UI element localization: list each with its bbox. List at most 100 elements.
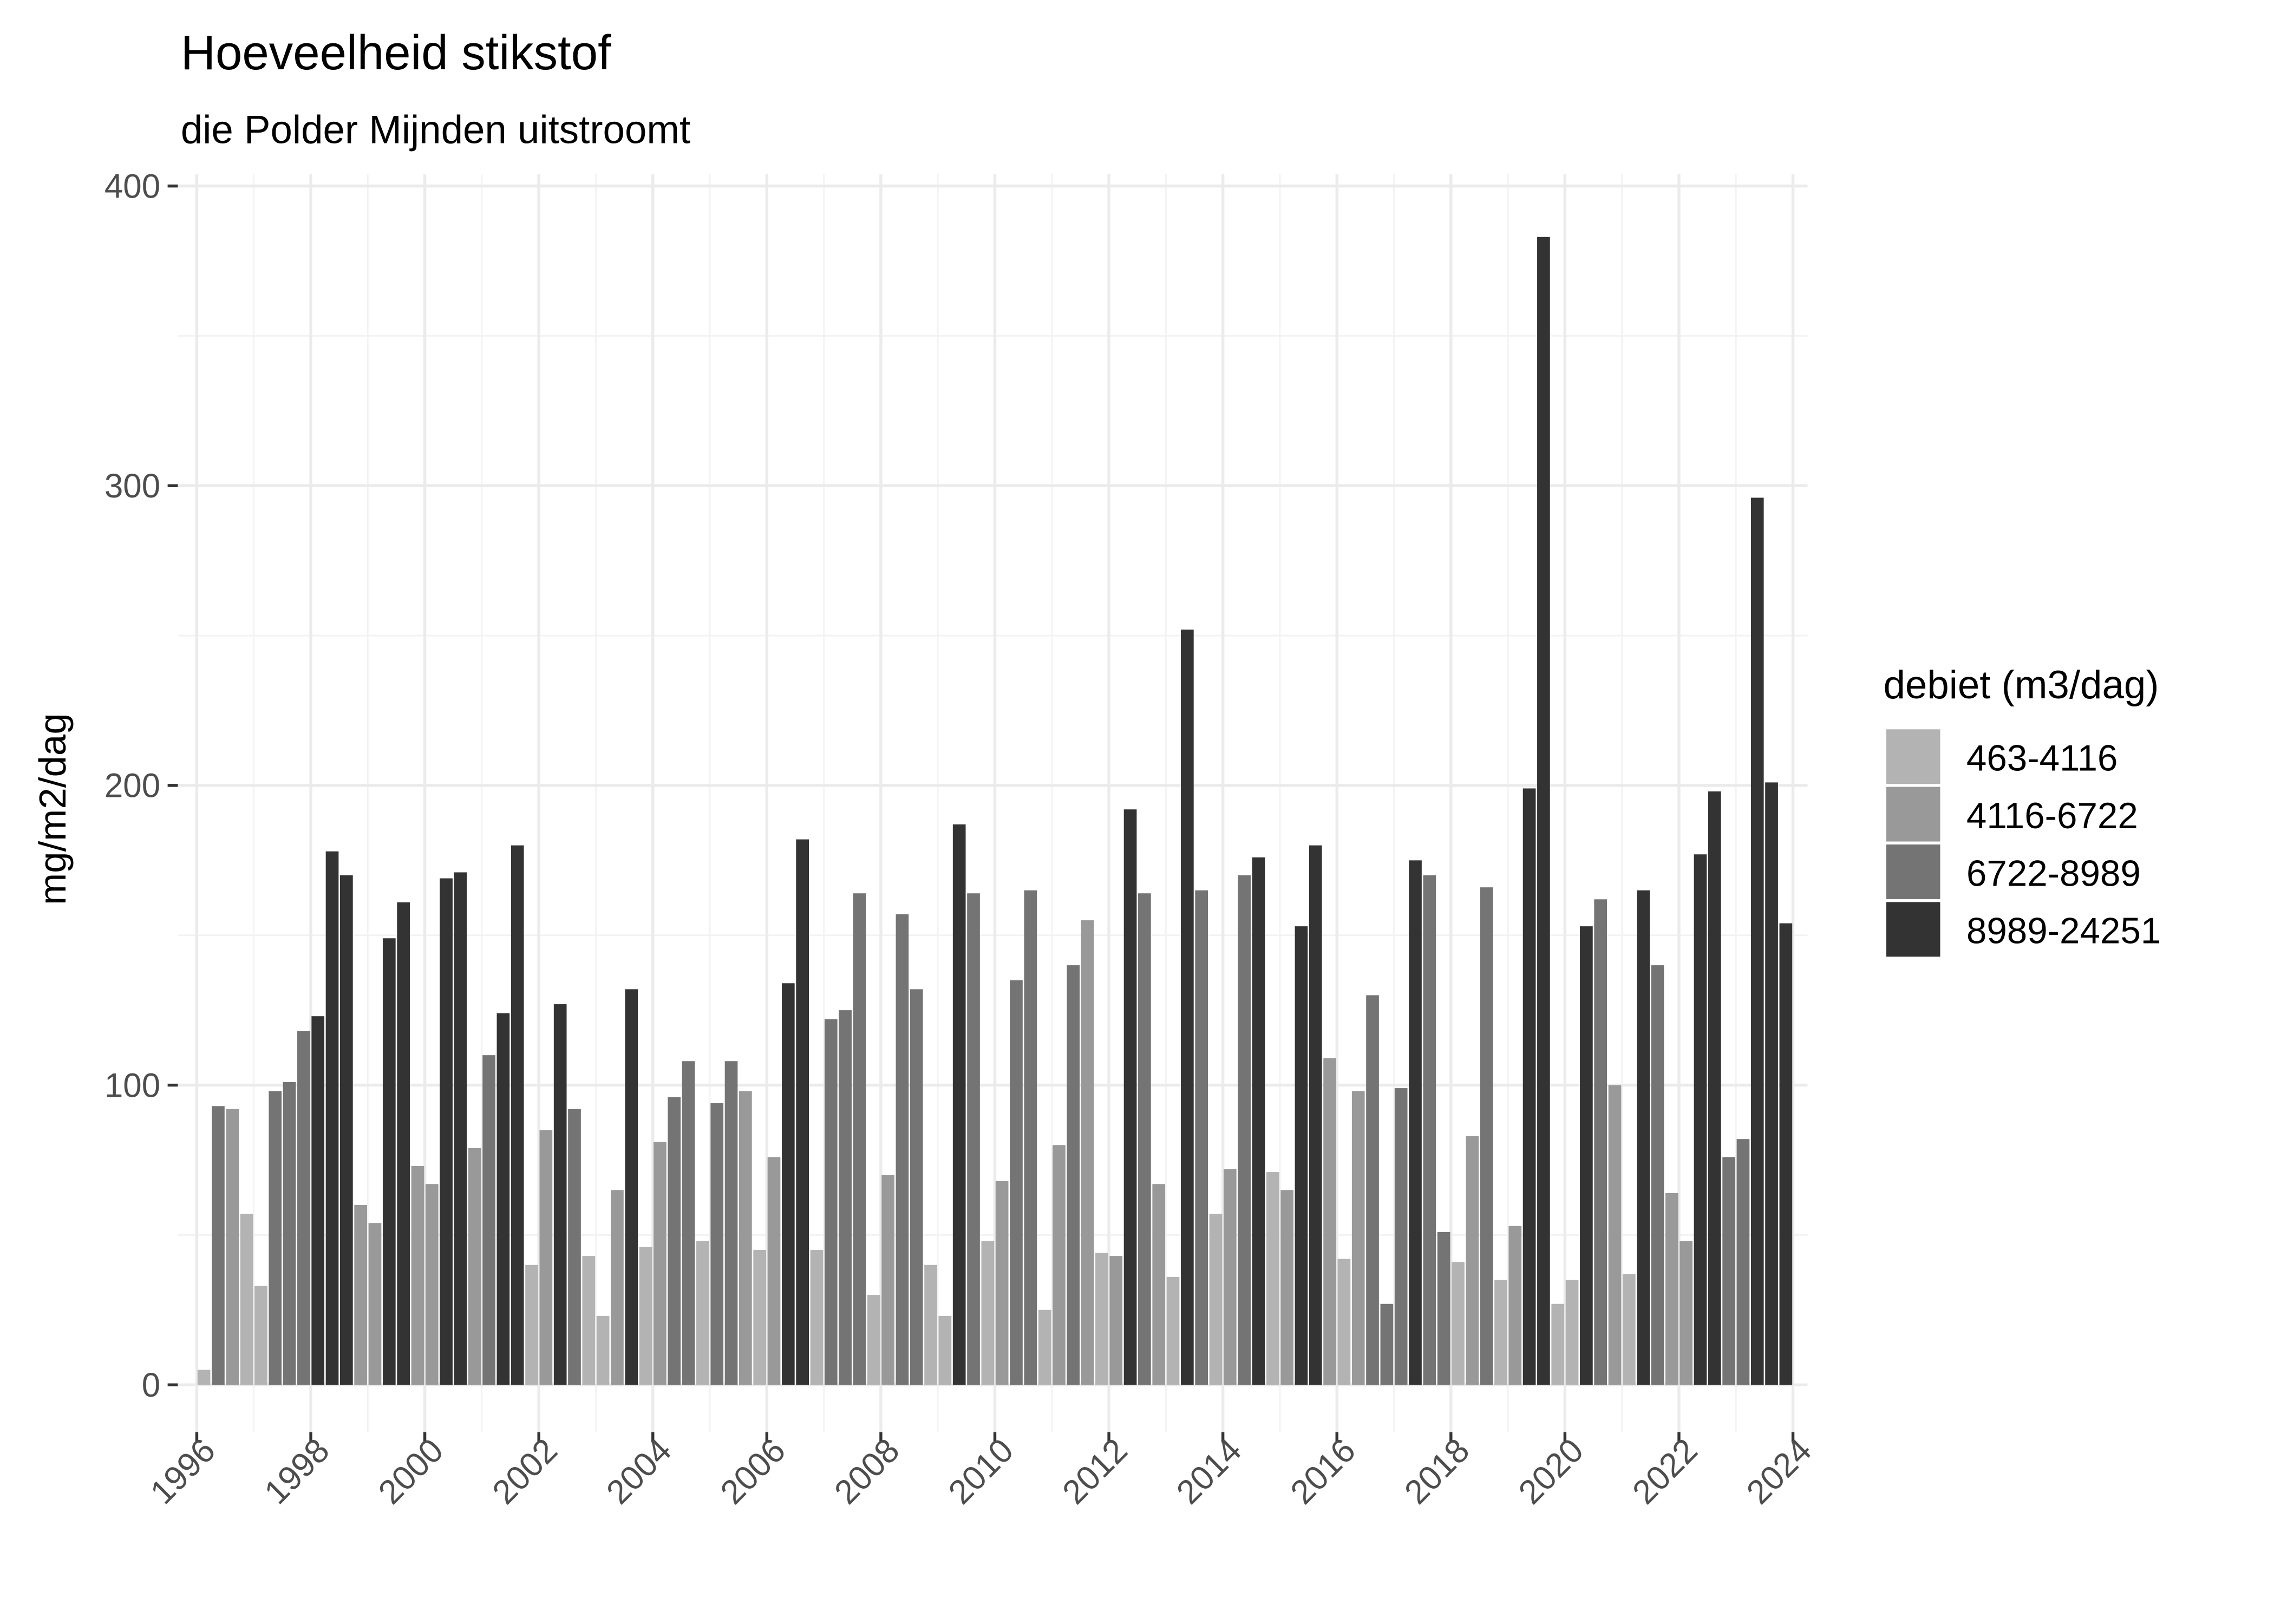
legend-key (1886, 729, 1940, 784)
bar-2001-Q3: 2001-Q3: 180 (511, 845, 524, 1385)
bar-2022-Q2: 2022-Q2: 177 (1694, 854, 1707, 1385)
bar-2021-Q2: 2021-Q2: 165 (1637, 890, 1650, 1385)
bar-2002-Q1: 2002-Q1: 85 (539, 1130, 553, 1385)
legend-label: 8989-24251 (1966, 911, 2161, 951)
bar-2023-Q4: 2023-Q4: 154 (1779, 923, 1793, 1385)
bar-2005-Q2: 2005-Q2: 108 (724, 1061, 738, 1385)
bar-2023-Q2: 2023-Q2: 296 (1750, 497, 1764, 1385)
bar-2018-Q3: 2018-Q3: 166 (1480, 887, 1493, 1385)
bar-2007-Q1: 2007-Q1: 122 (824, 1019, 838, 1385)
y-axis-label: mg/m2/dag (31, 713, 74, 905)
bar-2014-Q4: 2014-Q4: 71 (1266, 1172, 1279, 1385)
bar-2004-Q3: 2004-Q3: 108 (682, 1061, 695, 1385)
bar-2006-Q2: 2006-Q2: 134 (781, 983, 795, 1385)
bar-2018-Q1: 2018-Q1: 41 (1452, 1262, 1465, 1385)
bar-2005-Q1: 2005-Q1: 94 (710, 1103, 724, 1385)
bar-2017-Q3: 2017-Q3: 170 (1423, 875, 1436, 1385)
bar-1998-Q4: 1998-Q4: 60 (354, 1205, 368, 1385)
y-tick-label: 200 (104, 767, 160, 804)
bar-2006-Q1: 2006-Q1: 76 (767, 1157, 781, 1385)
bar-2001-Q1: 2001-Q1: 110 (482, 1055, 495, 1385)
bar-2016-Q3: 2016-Q3: 130 (1366, 995, 1379, 1385)
bar-1996-Q4: 1996-Q4: 57 (240, 1214, 253, 1385)
bar-2010-Q1: 2010-Q1: 68 (995, 1181, 1009, 1385)
bar-1996-Q2: 1996-Q2: 93 (212, 1106, 225, 1385)
bar-2017-Q1: 2017-Q1: 99 (1394, 1088, 1408, 1385)
bar-2021-Q3: 2021-Q3: 140 (1651, 965, 1664, 1385)
legend-key (1886, 787, 1940, 842)
bar-1997-Q3: 1997-Q3: 101 (283, 1082, 296, 1385)
bar-1996-Q3: 1996-Q3: 92 (226, 1109, 239, 1385)
bar-2023-Q3: 2023-Q3: 201 (1765, 782, 1778, 1385)
legend-label: 4116-6722 (1966, 796, 2138, 836)
bar-2018-Q4: 2018-Q4: 35 (1494, 1280, 1507, 1385)
bar-2015-Q1: 2015-Q1: 65 (1280, 1190, 1293, 1385)
x-tick-label: 2008 (828, 1431, 907, 1511)
x-tick-label: 2022 (1626, 1431, 1705, 1511)
bar-2005-Q4: 2005-Q4: 45 (753, 1250, 767, 1385)
bar-1997-Q4: 1997-Q4: 118 (297, 1031, 310, 1385)
bar-2014-Q3: 2014-Q3: 176 (1252, 857, 1265, 1385)
legend: debiet (m3/dag) 463-4116 4116-6722 6722-89… (1883, 663, 2161, 957)
bar-2008-Q1: 2008-Q1: 70 (881, 1175, 894, 1385)
x-tick-label: 2020 (1512, 1431, 1591, 1511)
bar-2019-Q2: 2019-Q2: 199 (1522, 788, 1536, 1385)
bar-2013-Q1: 2013-Q1: 36 (1166, 1276, 1180, 1385)
x-tick-label: 2024 (1740, 1431, 1819, 1511)
bar-2020-Q1: 2020-Q1: 35 (1565, 1280, 1579, 1385)
y-tick-label: 0 (142, 1367, 160, 1404)
x-tick-label: 2006 (714, 1431, 793, 1511)
bar-1998-Q3: 1998-Q3: 170 (339, 875, 353, 1385)
bar-2012-Q4: 2012-Q4: 67 (1152, 1184, 1166, 1385)
bar-2012-Q2: 2012-Q2: 192 (1123, 809, 1137, 1385)
x-tick-label: 2010 (942, 1431, 1021, 1511)
bar-2006-Q3: 2006-Q3: 182 (796, 839, 809, 1385)
bar-2019-Q3: 2019-Q3: 383 (1537, 237, 1550, 1385)
x-tick-label: 2012 (1056, 1431, 1135, 1511)
bar-2018-Q2: 2018-Q2: 83 (1466, 1136, 1479, 1385)
bar-2016-Q4: 2016-Q4: 27 (1380, 1304, 1394, 1385)
bar-2008-Q3: 2008-Q3: 132 (910, 989, 923, 1385)
legend-title: debiet (m3/dag) (1883, 663, 2159, 708)
bar-2017-Q2: 2017-Q2: 175 (1409, 860, 1422, 1385)
bar-2022-Q1: 2022-Q1: 48 (1680, 1241, 1693, 1385)
bar-2009-Q1: 2009-Q1: 23 (938, 1315, 952, 1385)
bar-2019-Q4: 2019-Q4: 27 (1551, 1304, 1565, 1385)
x-tick-label: 2000 (371, 1431, 450, 1511)
bar-2000-Q3: 2000-Q3: 171 (454, 872, 467, 1385)
bar-1996-Q1: 1996-Q1: 5 (197, 1370, 211, 1385)
bar-2015-Q3: 2015-Q3: 180 (1309, 845, 1322, 1385)
y-tick-label: 300 (104, 468, 160, 505)
bar-2000-Q1: 2000-Q1: 67 (425, 1184, 439, 1385)
bar-2023-Q1: 2023-Q1: 82 (1736, 1139, 1750, 1385)
bar-2012-Q1: 2012-Q1: 43 (1109, 1256, 1123, 1385)
bar-2004-Q4: 2004-Q4: 48 (696, 1241, 709, 1385)
x-tick-label: 2004 (599, 1431, 678, 1511)
bar-2020-Q2: 2020-Q2: 153 (1580, 926, 1593, 1385)
bar-2019-Q1: 2019-Q1: 53 (1508, 1226, 1522, 1385)
bar-2020-Q4: 2020-Q4: 100 (1608, 1085, 1622, 1385)
bar-2021-Q4: 2021-Q4: 64 (1665, 1193, 1678, 1385)
legend-label: 6722-8989 (1966, 853, 2141, 894)
bar-2009-Q4: 2009-Q4: 48 (981, 1241, 995, 1385)
x-tick-label: 2016 (1284, 1431, 1363, 1511)
bar-2013-Q4: 2013-Q4: 57 (1209, 1214, 1223, 1385)
bar-2002-Q3: 2002-Q3: 92 (568, 1109, 581, 1385)
legend-label: 463-4116 (1966, 738, 2118, 778)
bar-1999-Q4: 1999-Q4: 73 (411, 1166, 424, 1385)
bar-2002-Q2: 2002-Q2: 127 (553, 1004, 567, 1385)
bar-2011-Q2: 2011-Q2: 140 (1067, 965, 1080, 1385)
bar-2017-Q4: 2017-Q4: 51 (1437, 1232, 1450, 1385)
bar-2008-Q4: 2008-Q4: 40 (924, 1265, 937, 1385)
bar-1999-Q2: 1999-Q2: 149 (382, 938, 396, 1385)
bar-2009-Q2: 2009-Q2: 187 (952, 824, 966, 1385)
bar-2010-Q3: 2010-Q3: 165 (1024, 890, 1037, 1385)
bar-2015-Q2: 2015-Q2: 153 (1295, 926, 1308, 1385)
bar-2011-Q3: 2011-Q3: 155 (1081, 920, 1094, 1385)
legend-key (1886, 902, 1940, 957)
y-tick-label: 400 (104, 168, 160, 205)
bar-2015-Q4: 2015-Q4: 109 (1323, 1058, 1336, 1385)
